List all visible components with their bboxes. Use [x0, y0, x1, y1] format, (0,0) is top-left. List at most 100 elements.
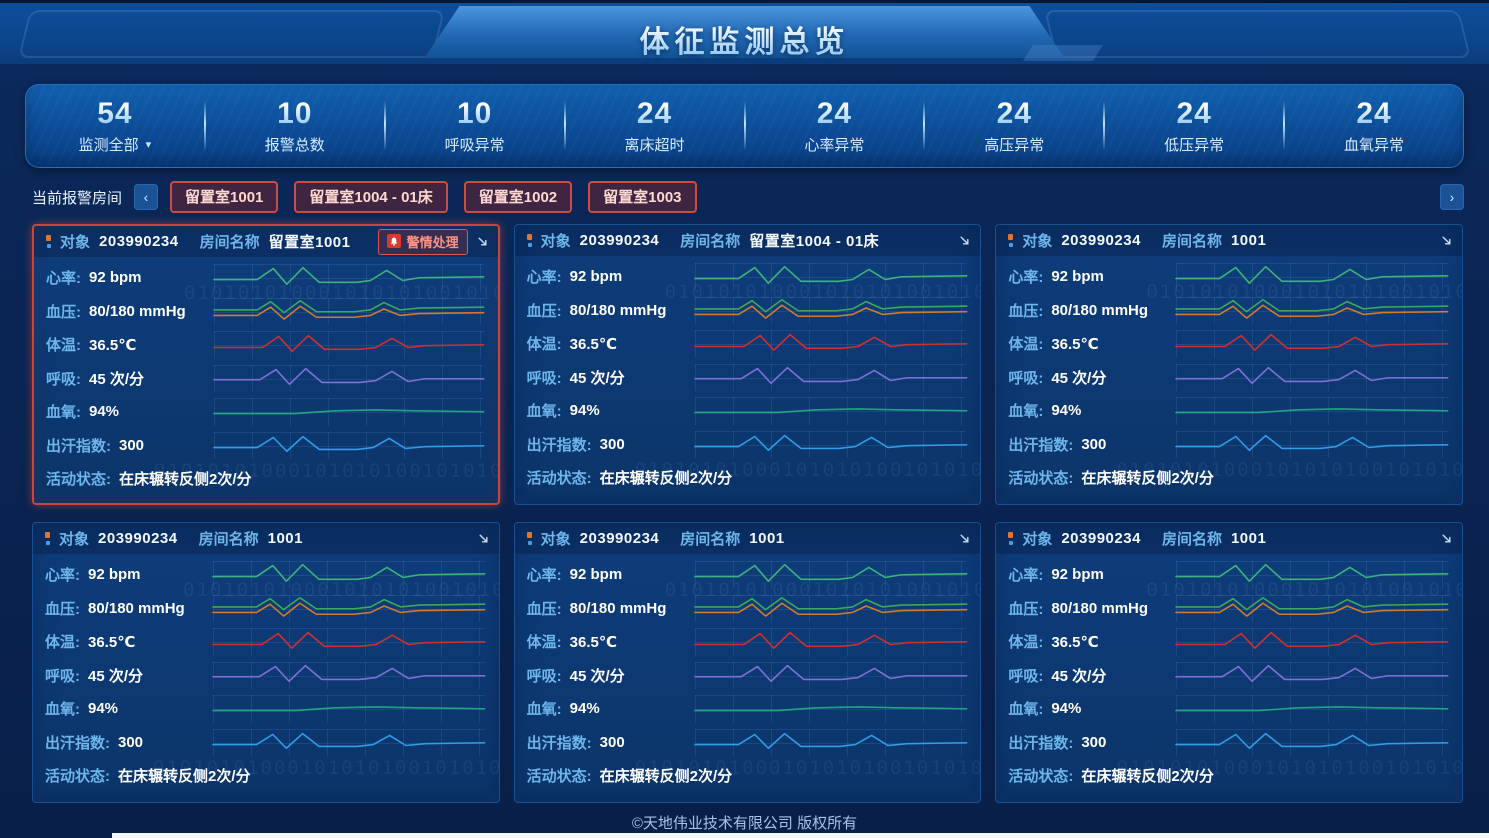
subject-id: 203990234	[579, 232, 660, 249]
vital-label: 体温:	[526, 634, 562, 652]
vital-row: 呼吸: 45 次/分	[1008, 361, 1450, 395]
room-name: 1001	[1230, 530, 1267, 547]
vital-row: 活动状态: 在床辗转反侧2次/分	[46, 462, 486, 496]
room-name: 1001	[267, 530, 303, 547]
vital-label: 血氧:	[526, 403, 562, 421]
stat-label: 血氧异常	[1344, 134, 1404, 155]
stat-value: 24	[996, 97, 1032, 130]
card-body: 0101010100010101010010101010 01010101000…	[515, 257, 980, 495]
next-rooms-button[interactable]: ›	[1440, 184, 1464, 210]
vital-sparkline	[214, 331, 484, 359]
vital-value: 92 bpm	[1051, 566, 1104, 584]
activity-value: 在床辗转反侧2次/分	[599, 768, 733, 786]
vital-sparkline	[214, 297, 484, 325]
patient-card[interactable]: 对象 203990234 房间名称 1001 01010101000101010…	[32, 522, 500, 803]
vital-label: 体温:	[1008, 336, 1044, 354]
stat-label: 监测全部 ▾	[79, 134, 152, 155]
vital-row: 血氧: 94%	[1008, 692, 1450, 726]
vital-value: 300	[599, 733, 625, 751]
vital-sparkline	[213, 661, 485, 689]
expand-icon[interactable]	[1441, 235, 1452, 246]
room-name-label: 房间名称	[198, 531, 259, 548]
expand-icon[interactable]	[959, 533, 970, 544]
card-header: 对象 203990234 房间名称 1001	[33, 523, 499, 555]
stat-value: 24	[816, 97, 853, 130]
vital-row: 心率: 92 bpm	[45, 558, 487, 592]
patient-card[interactable]: 对象 203990234 房间名称 1001 01010101000101010…	[513, 522, 982, 803]
room-name-label: 房间名称	[1161, 531, 1222, 548]
stat-cell[interactable]: 24 高压异常	[924, 84, 1106, 168]
vital-sparkline	[1176, 561, 1448, 589]
vital-sparkline	[214, 364, 484, 392]
vital-row: 活动状态: 在床辗转反侧2次/分	[45, 759, 487, 793]
alarm-room-tag[interactable]: 留置室1004 - 01床	[294, 181, 448, 213]
alarm-room-tag[interactable]: 留置室1003	[588, 181, 697, 213]
page-title: 体征监测总览	[0, 17, 1489, 61]
card-body: 0101010100010101010010101010 01010101000…	[515, 555, 980, 793]
vital-label: 血氧:	[526, 701, 562, 719]
prev-rooms-button[interactable]: ‹	[134, 184, 159, 210]
vital-sparkline	[1176, 695, 1448, 723]
vital-value: 36.5℃	[569, 335, 618, 353]
stat-cell[interactable]: 10 呼吸异常	[385, 84, 566, 168]
vital-row: 血压: 80/180 mmHg	[527, 294, 969, 328]
vital-sparkline	[1176, 728, 1448, 756]
patient-card[interactable]: 对象 203990234 房间名称 留置室1001 警情处理 010101010…	[32, 224, 500, 505]
vital-value: 92 bpm	[89, 269, 142, 287]
vital-sparkline	[695, 728, 967, 756]
patient-card[interactable]: 对象 203990234 房间名称 留置室1004 - 01床 01010101…	[513, 224, 982, 505]
card-header: 对象 203990234 房间名称 1001	[514, 523, 981, 555]
alarm-room-tag[interactable]: 留置室1001	[170, 181, 279, 213]
vital-sparkline	[214, 431, 484, 459]
vital-row: 心率: 92 bpm	[46, 261, 486, 295]
patient-card[interactable]: 对象 203990234 房间名称 1001 01010101000101010…	[995, 522, 1463, 803]
expand-icon[interactable]	[1441, 533, 1452, 544]
room-name-label: 房间名称	[680, 233, 741, 250]
vital-label: 血氧:	[1008, 403, 1044, 421]
vital-sparkline	[695, 561, 967, 589]
alarm-room-tag[interactable]: 留置室1002	[463, 181, 573, 213]
vital-label: 呼吸:	[1008, 667, 1044, 685]
subject-id: 203990234	[98, 530, 178, 547]
room-name-label: 房间名称	[199, 234, 260, 251]
stat-cell[interactable]: 10 报警总数	[205, 84, 386, 168]
vital-sparkline	[214, 264, 484, 292]
expand-icon[interactable]	[959, 235, 970, 246]
vital-value: 45 次/分	[1051, 369, 1107, 387]
stat-label: 低压异常	[1164, 134, 1224, 155]
vital-row: 心率: 92 bpm	[527, 558, 969, 592]
subject-label: 对象	[1022, 531, 1053, 548]
header-bar: 体征监测总览	[0, 0, 1489, 64]
expand-icon[interactable]	[477, 236, 488, 247]
vital-label: 出汗指数:	[526, 734, 592, 752]
stat-label: 高压异常	[984, 134, 1044, 155]
stat-label-text: 监测全部	[78, 137, 139, 154]
subject-id: 203990234	[1061, 232, 1141, 249]
card-body: 0101010100010101010010101010 01010101000…	[996, 555, 1462, 793]
stat-cell[interactable]: 24 心率异常	[745, 84, 926, 168]
stat-cell[interactable]: 24 离床超时	[565, 84, 746, 168]
vital-row: 活动状态: 在床辗转反侧2次/分	[1008, 759, 1450, 793]
vital-sparkline	[695, 628, 967, 656]
vital-label: 血氧:	[45, 701, 80, 719]
stat-cell[interactable]: 24 低压异常	[1104, 84, 1285, 168]
vital-label: 出汗指数:	[45, 734, 110, 752]
vital-label: 呼吸:	[45, 667, 80, 685]
expand-icon[interactable]	[478, 533, 489, 544]
alarm-handle-button[interactable]: 警情处理	[377, 228, 468, 255]
vital-sparkline	[213, 594, 485, 622]
vital-row: 血氧: 94%	[527, 394, 969, 428]
card-bullet-icon	[46, 235, 51, 248]
vital-value: 300	[118, 733, 144, 751]
room-name-label: 房间名称	[1161, 233, 1222, 250]
vital-label: 血压:	[1008, 302, 1044, 320]
stat-cell[interactable]: 54 监测全部 ▾	[25, 84, 206, 168]
vital-row: 体温: 36.5℃	[527, 327, 969, 361]
card-header: 对象 203990234 房间名称 留置室1001 警情处理	[34, 226, 498, 258]
vital-row: 出汗指数: 300	[527, 428, 969, 462]
patient-card[interactable]: 对象 203990234 房间名称 1001 01010101000101010…	[995, 224, 1463, 505]
stat-cell[interactable]: 24 血氧异常	[1284, 84, 1464, 168]
alarm-room-tags: 留置室1001 留置室1004 - 01床 留置室1002 留置室1003	[170, 181, 697, 213]
activity-value: 在床辗转反侧2次/分	[1081, 470, 1214, 488]
activity-value: 在床辗转反侧2次/分	[118, 768, 251, 786]
